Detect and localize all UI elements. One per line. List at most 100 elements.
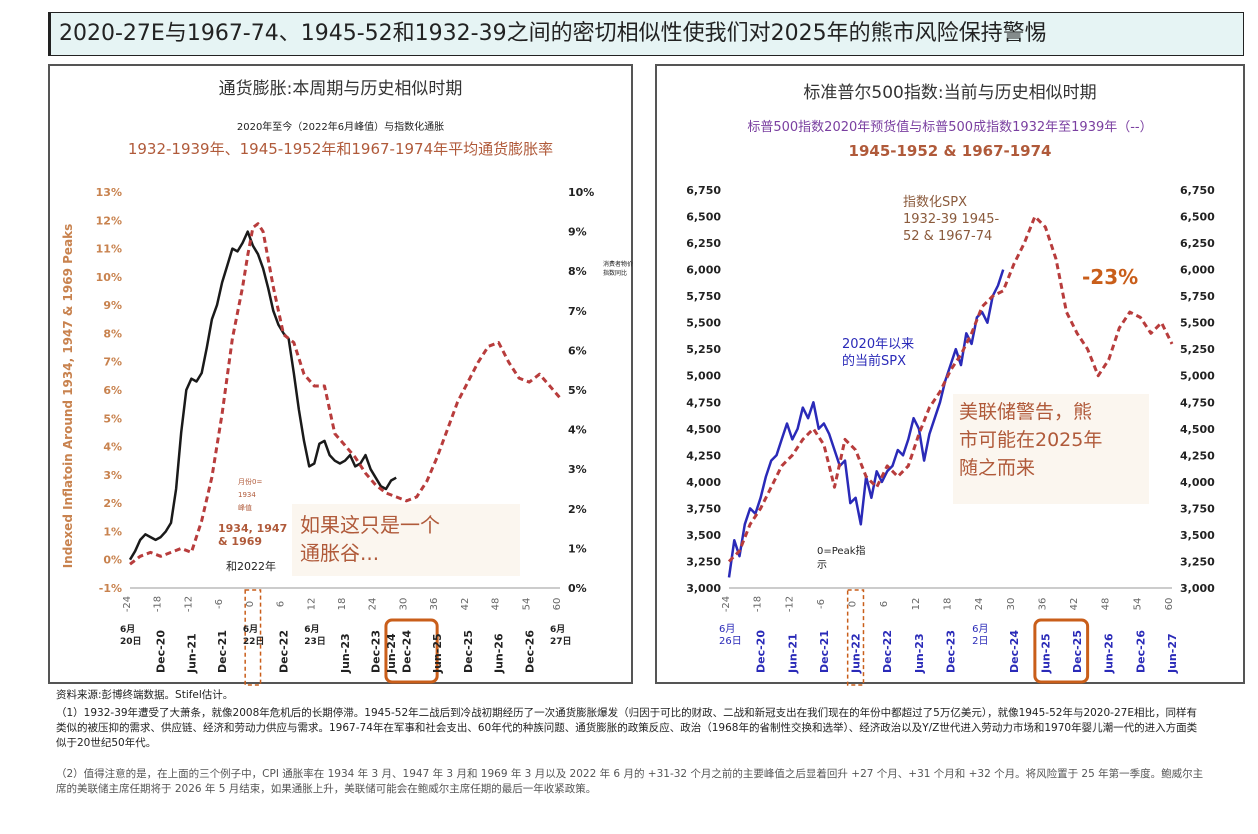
- x-axis-tick: 54: [1132, 598, 1143, 611]
- highlight-risk-box: [384, 618, 439, 684]
- date-marker-label: 6月: [304, 624, 319, 635]
- y-axis-left-tick: 4,000: [686, 476, 721, 489]
- annotation-peak-years: & 1969: [218, 535, 262, 548]
- x-axis-period-label: Dec-22: [278, 630, 291, 673]
- inflation-legend-line: 1932-1939年、1945-1952年和1967-1974年平均通货膨胀率: [127, 140, 554, 158]
- x-axis-period-label: Jun-21: [786, 633, 799, 674]
- y-axis-left-tick: 7%: [103, 356, 122, 369]
- y-axis-right-tick: 6,750: [1180, 184, 1215, 197]
- y-axis-right-tick: 5%: [568, 384, 587, 397]
- label-fed-warning: 美联储警告，熊: [959, 401, 1092, 423]
- annotation-month-zero: 月份0=: [238, 477, 262, 486]
- annotation-peak-years: 1934, 1947: [218, 522, 287, 535]
- date-marker-label: 6月: [243, 624, 258, 635]
- x-axis-tick: 24: [974, 598, 985, 611]
- y-axis-right-tick: 4,500: [1180, 423, 1215, 436]
- date-marker-label: 26日: [719, 636, 742, 647]
- x-axis-period-label: Dec-25: [462, 630, 475, 673]
- x-axis-tick: 0: [848, 601, 859, 607]
- y-axis-left-tick: 5,000: [686, 370, 721, 383]
- x-axis-tick: -12: [784, 596, 795, 612]
- x-axis-period-label: Dec-22: [881, 630, 894, 673]
- y-axis-right-tick: 1%: [568, 542, 587, 555]
- footnote-1: （1）1932-39年遭受了大萧条，就像2008年危机后的长期停滞。1945-5…: [56, 707, 1198, 749]
- annotation-trough: 如果这只是一个: [300, 513, 440, 537]
- x-axis-tick: 60: [1164, 598, 1175, 611]
- label-peak-zero: 0=Peak指: [817, 544, 866, 557]
- annotation-and-2022: 和2022年: [226, 559, 276, 573]
- y-axis-right-tick: 6,500: [1180, 211, 1215, 224]
- y-axis-left-tick: 6,000: [686, 264, 721, 277]
- y-axis-right-tick: 3,500: [1180, 529, 1215, 542]
- x-axis-tick: -24: [721, 596, 732, 612]
- label-current-spx: 的当前SPX: [842, 353, 906, 369]
- y-axis-right-tick: 4,000: [1180, 476, 1215, 489]
- y-axis-right-tick: 8%: [568, 265, 587, 278]
- x-axis-period-label: Dec-26: [1134, 630, 1147, 673]
- x-axis-period-label: Jun-23: [339, 633, 352, 674]
- y-axis-left-tick: 4,750: [686, 396, 721, 409]
- y-axis-left-tick: 4,250: [686, 449, 721, 462]
- x-axis-period-label: Dec-26: [523, 630, 536, 673]
- y-axis-left-tick: 10%: [96, 271, 122, 284]
- y-axis-right-tick: 10%: [568, 186, 594, 199]
- x-axis-period-label: Jun-27: [1166, 633, 1179, 674]
- y-axis-left-tick: 8%: [103, 327, 122, 340]
- y-axis-left-tick: 5,250: [686, 343, 721, 356]
- annotation-box: [292, 504, 520, 576]
- x-axis-tick: 42: [460, 598, 471, 611]
- spx-chart-title: 标准普尔500指数:当前与历史相似时期: [803, 83, 1097, 103]
- annotation-trough: 通胀谷...: [300, 541, 379, 565]
- date-marker-label: 23日: [304, 636, 326, 647]
- x-axis-tick: 30: [398, 598, 409, 611]
- label-indexed-spx: 指数化SPX: [903, 195, 967, 210]
- y-axis-right-tick: 5,000: [1180, 370, 1215, 383]
- y-axis-left-tick: 9%: [103, 299, 122, 312]
- y-axis-right-tick: 7%: [568, 305, 587, 318]
- y-axis-right-tick: 9%: [568, 226, 587, 239]
- x-axis-tick: 24: [368, 598, 379, 611]
- annotation-month-zero: 1934: [238, 491, 256, 499]
- x-axis-period-label: Dec-23: [945, 630, 958, 673]
- inflation-line-chart: -1% 0% 1% 2% 3% 4% 5% 6% 7% 8% 9% 10% 11% 12% 13% 0% 1% 2…: [61, 186, 633, 686]
- x-axis-tick: -18: [153, 596, 164, 612]
- y-axis-left-tick: 6,250: [686, 237, 721, 250]
- x-axis-tick: 6: [276, 601, 287, 607]
- x-axis-tick: -6: [214, 599, 225, 609]
- inflation-chart-subtitle: 2020年至今（2022年6月峰值）与指数化通胀: [236, 122, 445, 133]
- x-axis-tick: 18: [943, 598, 954, 611]
- x-axis-tick: 30: [1006, 598, 1017, 611]
- y-axis-left-tick: 4,500: [686, 423, 721, 436]
- x-axis-period-label: Dec-20: [155, 630, 168, 673]
- label-drop-percent: -23%: [1082, 265, 1138, 289]
- label-current-spx: 2020年以来: [842, 337, 914, 352]
- y-axis-left-tick: 3,500: [686, 529, 721, 542]
- x-axis-period-label: Jun-25: [1039, 633, 1052, 674]
- x-axis-period-label: Dec-24: [1008, 630, 1021, 673]
- y-axis-left-tick: -1%: [99, 582, 122, 595]
- spx-chart-panel: 标准普尔500指数:当前与历史相似时期 标普500指数2020年预货值与标普50…: [655, 64, 1245, 686]
- y-axis-right-tick: 6,250: [1180, 237, 1215, 250]
- y-axis-left-tick: 5,500: [686, 317, 721, 330]
- x-axis-tick: 36: [429, 598, 440, 611]
- y-axis-left-tick: 6,500: [686, 211, 721, 224]
- y-axis-right-tick: 2%: [568, 503, 587, 516]
- y-axis-left-tick: 3%: [103, 469, 122, 482]
- date-marker-label: 27日: [550, 636, 572, 647]
- warning-box: [953, 394, 1149, 504]
- x-axis-tick: 48: [1101, 598, 1112, 611]
- x-axis-period-label: Dec-23: [370, 630, 383, 673]
- highlight-peak-box: [846, 589, 865, 686]
- y-axis-right-tick: 4,750: [1180, 396, 1215, 409]
- y-axis-left-tick: 1%: [103, 525, 122, 538]
- x-axis-tick: 36: [1037, 598, 1048, 611]
- x-axis-tick: -18: [753, 596, 764, 612]
- y-axis-left-tick: 2%: [103, 497, 122, 510]
- y-axis-right-tick: 5,500: [1180, 317, 1215, 330]
- date-marker-label: 2日: [972, 636, 988, 647]
- date-marker-label: 22日: [243, 636, 265, 647]
- x-axis-period-label: Jun-23: [913, 633, 926, 674]
- y-axis-left-tick: 13%: [96, 186, 122, 199]
- x-axis-period-label: Dec-25: [1071, 630, 1084, 673]
- x-axis-tick: 42: [1069, 598, 1080, 611]
